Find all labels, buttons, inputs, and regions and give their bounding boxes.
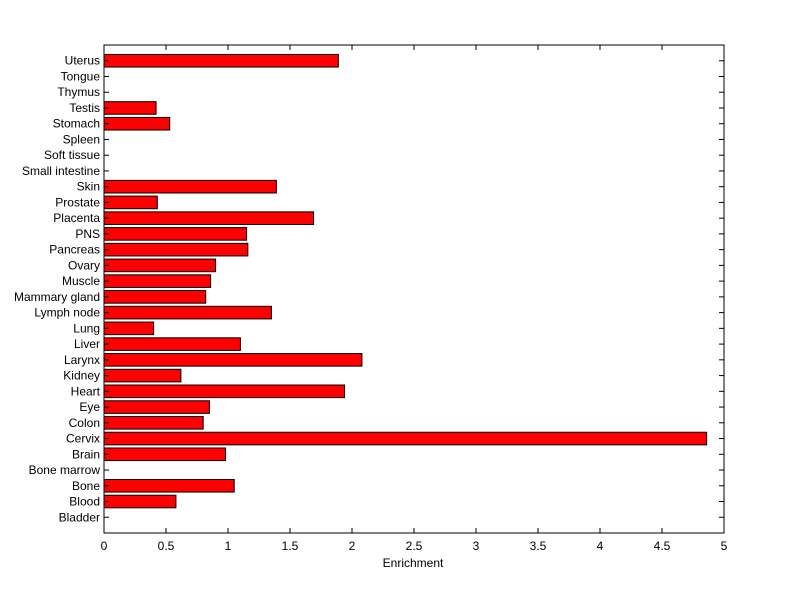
bar-prostate bbox=[103, 195, 158, 210]
bar-stomach bbox=[103, 116, 171, 131]
y-tick-label-eye: Eye bbox=[79, 400, 100, 414]
y-tick-label-skin: Skin bbox=[77, 180, 100, 194]
y-tick-label-tongue: Tongue bbox=[61, 69, 101, 83]
x-tick-label-2-5: 2.5 bbox=[406, 539, 423, 553]
y-tick-label-pns: PNS bbox=[75, 227, 100, 241]
y-tick-label-larynx: Larynx bbox=[64, 353, 100, 367]
x-axis-label: Enrichment bbox=[383, 556, 444, 570]
bar-lymph-node bbox=[103, 305, 272, 320]
x-ticks-group: 0 0.5 1 1.5 2 2.5 3 3.5 4 4.5 5 bbox=[101, 45, 728, 553]
bar-bone bbox=[103, 478, 235, 493]
y-tick-label-mammary-gland: Mammary gland bbox=[14, 290, 100, 304]
y-tick-label-thymus: Thymus bbox=[57, 85, 100, 99]
plot-frame bbox=[103, 44, 725, 534]
y-tick-label-prostate: Prostate bbox=[55, 195, 100, 209]
y-tick-label-heart: Heart bbox=[71, 384, 101, 398]
x-tick-label-3: 3 bbox=[473, 539, 480, 553]
bar-brain bbox=[103, 447, 227, 462]
bar-muscle bbox=[103, 274, 212, 288]
y-tick-label-ovary: Ovary bbox=[68, 258, 100, 272]
y-tick-label-small-intestine: Small intestine bbox=[22, 164, 100, 178]
y-tick-label-uterus: Uterus bbox=[65, 54, 100, 68]
x-tick-label-2: 2 bbox=[349, 539, 356, 553]
x-tick-label-0-5: 0.5 bbox=[158, 539, 175, 553]
y-tick-label-muscle: Muscle bbox=[62, 274, 100, 288]
bar-liver bbox=[103, 337, 241, 351]
x-tick-label-1-5: 1.5 bbox=[282, 539, 299, 553]
bar-skin bbox=[103, 179, 277, 194]
y-tick-label-soft-tissue: Soft tissue bbox=[44, 148, 100, 162]
y-tick-label-testis: Testis bbox=[69, 101, 100, 115]
y-tick-label-bone-marrow: Bone marrow bbox=[29, 463, 101, 477]
bar-uterus bbox=[103, 53, 339, 68]
x-tick-label-4: 4 bbox=[597, 539, 604, 553]
y-tick-label-cervix: Cervix bbox=[66, 432, 100, 446]
x-tick-label-4-5: 4.5 bbox=[654, 539, 671, 553]
bar-placenta bbox=[103, 211, 315, 225]
bar-kidney bbox=[103, 368, 182, 383]
bar-mammary-gland bbox=[103, 290, 207, 304]
bar-eye bbox=[103, 400, 210, 414]
y-tick-label-spleen: Spleen bbox=[63, 132, 100, 146]
bar-ovary bbox=[103, 258, 217, 273]
y-tick-label-stomach: Stomach bbox=[53, 117, 100, 131]
y-tick-label-colon: Colon bbox=[69, 416, 100, 430]
bar-larynx bbox=[103, 353, 363, 367]
y-tick-label-brain: Brain bbox=[72, 447, 100, 461]
y-tick-label-lymph-node: Lymph node bbox=[34, 306, 100, 320]
bar-lung bbox=[103, 321, 155, 336]
y-tick-label-bone: Bone bbox=[72, 479, 100, 493]
bar-cervix bbox=[103, 431, 708, 446]
bar-heart bbox=[103, 384, 346, 399]
y-tick-label-pancreas: Pancreas bbox=[49, 243, 100, 257]
y-tick-label-kidney: Kidney bbox=[63, 369, 100, 383]
bar-blood bbox=[103, 494, 177, 509]
y-tick-label-placenta: Placenta bbox=[53, 211, 100, 225]
bar-colon bbox=[103, 416, 204, 430]
x-tick-label-3-5: 3.5 bbox=[530, 539, 547, 553]
x-tick-label-1: 1 bbox=[225, 539, 232, 553]
bar-pns bbox=[103, 227, 248, 241]
bar-testis bbox=[103, 101, 157, 115]
y-tick-label-lung: Lung bbox=[73, 321, 100, 335]
y-tick-label-bladder: Bladder bbox=[59, 510, 100, 524]
bar-pancreas bbox=[103, 242, 249, 257]
y-tick-label-liver: Liver bbox=[74, 337, 100, 351]
x-tick-label-5: 5 bbox=[721, 539, 728, 553]
x-tick-label-0: 0 bbox=[101, 539, 108, 553]
y-tick-label-blood: Blood bbox=[69, 495, 100, 509]
